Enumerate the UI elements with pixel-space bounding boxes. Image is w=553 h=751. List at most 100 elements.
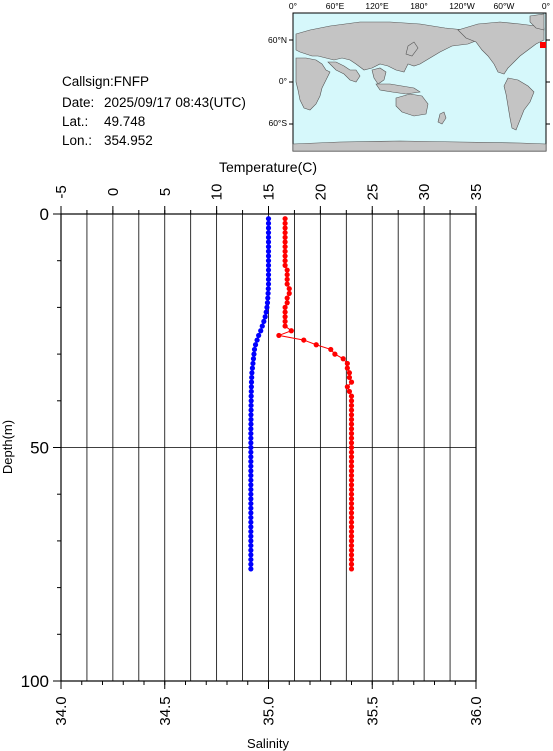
salinity-data-point	[282, 230, 288, 236]
map-lat-tick-label: 60°S	[268, 118, 287, 128]
salinity-data-point	[348, 426, 355, 432]
temperature-data-point	[251, 351, 257, 357]
map-top-tick-label: 120°W	[449, 1, 475, 11]
temperature-data-point	[248, 430, 254, 437]
salinity-data-point	[282, 244, 288, 250]
temperature-data-point	[248, 402, 254, 409]
south-america	[503, 77, 535, 131]
salinity-tick-label: 34.5	[157, 696, 174, 725]
temperature-data-point	[265, 234, 272, 240]
map-lat-tick-label: 60°N	[268, 35, 287, 45]
temperature-data-point	[262, 314, 268, 320]
salinity-data-point	[286, 286, 292, 292]
temperature-data-point	[248, 477, 254, 483]
temperature-data-point	[248, 426, 254, 432]
depth-axis-label: Depth(m)	[0, 420, 15, 474]
salinity-data-point	[348, 477, 355, 483]
japan	[405, 41, 419, 57]
salinity-data-point	[348, 407, 355, 413]
salinity-data-point	[348, 458, 355, 465]
salinity-data-point	[348, 500, 355, 507]
temperature-data-point	[265, 290, 271, 296]
salinity-data-point	[282, 258, 288, 264]
temperature-data-point	[248, 552, 254, 558]
salinity-tick-label: 35.5	[364, 696, 381, 725]
temperature-data-point	[248, 463, 254, 469]
depth-tick-label: 0	[40, 205, 49, 224]
salinity-data-point	[284, 295, 290, 301]
temperature-tick-label: 25	[364, 184, 381, 201]
temperature-data-point	[248, 444, 254, 451]
salinity-data-point	[348, 472, 355, 479]
temperature-tick-label: 20	[312, 184, 329, 201]
new-zealand	[437, 111, 447, 125]
salinity-data-point	[288, 328, 294, 334]
salinity-tick-label: 36.0	[468, 696, 485, 725]
salinity-tick-label: 35.0	[261, 696, 278, 725]
temperature-data-point	[248, 519, 254, 525]
salinity-data-point	[284, 281, 290, 287]
salinity-data-point	[348, 510, 355, 516]
temperature-data-point	[265, 244, 272, 250]
salinity-data-point	[348, 552, 355, 558]
temperature-data-point	[248, 458, 254, 465]
salinity-data-point	[276, 332, 282, 339]
temperature-data-point	[249, 374, 255, 381]
salinity-data-point	[284, 272, 290, 278]
temperature-data-point	[248, 379, 255, 385]
salinity-data-point	[348, 486, 355, 493]
depth-tick-label: 50	[30, 439, 49, 458]
north-america	[457, 21, 545, 75]
temperature-data-point	[248, 472, 254, 479]
temperature-data-point	[248, 454, 254, 460]
salinity-data-point	[348, 538, 355, 544]
salinity-data-point	[284, 300, 290, 306]
callsign-label: Callsign:	[62, 74, 114, 89]
temperature-profile-line	[250, 218, 269, 569]
temperature-data-point	[248, 533, 254, 539]
salinity-data-point	[348, 449, 355, 455]
temperature-tick-label: 10	[209, 184, 226, 201]
australia	[395, 93, 429, 117]
temperature-data-point	[250, 356, 257, 362]
salinity-data-point	[348, 416, 355, 423]
salinity-data-point	[344, 365, 350, 371]
temperature-data-point	[265, 225, 272, 231]
map-top-tick-label: 60°E	[326, 1, 345, 11]
temperature-data-point	[248, 496, 254, 502]
greenland	[529, 13, 545, 31]
temperature-data-point	[248, 505, 254, 511]
salinity-data-point	[282, 304, 288, 310]
salinity-data-point	[348, 561, 355, 567]
temperature-data-point	[265, 286, 271, 292]
temperature-data-point	[248, 486, 254, 493]
salinity-data-point	[282, 220, 288, 226]
salinity-data-point	[348, 454, 355, 460]
map-labels: 0° 60°E 120°E 180° 120°W 60°W 0° 60°N 0°…	[268, 1, 550, 128]
temperature-data-point	[248, 412, 254, 418]
temperature-tick-label: -5	[53, 185, 70, 198]
depth-axis: 0 50 100	[21, 205, 61, 691]
longitude-label: Lon.:	[62, 133, 93, 148]
salinity-data-point	[284, 276, 290, 282]
temperature-axis-label: Temperature(C)	[219, 159, 317, 175]
callsign-line: Callsign:FNFP	[62, 75, 149, 89]
temperature-data-point	[248, 538, 254, 544]
temperature-data-point	[263, 309, 269, 315]
salinity-axis: 34.0 34.5 35.0 35.5 36.0	[53, 681, 485, 726]
depth-tick-label: 100	[21, 672, 49, 691]
temperature-data-point	[265, 220, 272, 226]
salinity-data-point	[282, 239, 288, 245]
salinity-data-point	[332, 351, 338, 357]
temperature-data-point	[248, 547, 254, 553]
temperature-data-point	[248, 561, 254, 567]
salinity-data-point	[348, 421, 355, 427]
temperature-data-point	[265, 272, 272, 278]
salinity-data-point	[282, 314, 288, 320]
latitude-value: 49.748	[104, 114, 146, 129]
salinity-data-point	[348, 393, 355, 399]
callsign-value: FNFP	[113, 74, 150, 89]
temperature-data-point	[265, 248, 272, 254]
